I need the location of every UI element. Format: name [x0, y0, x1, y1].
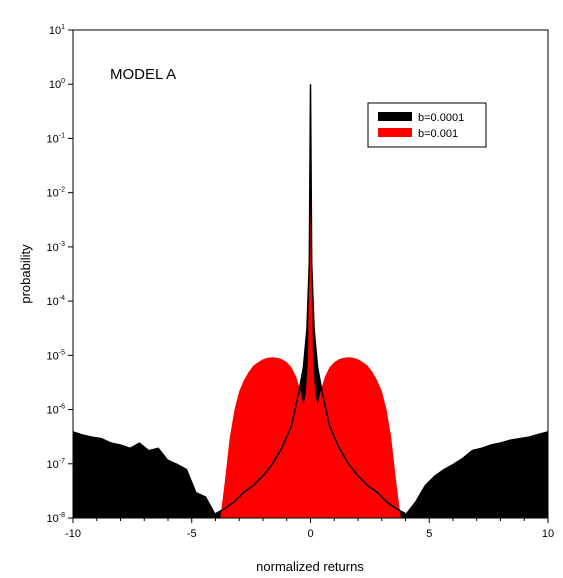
y-tick-label: 10-5: [47, 349, 66, 362]
y-axis: 101 100 10-1 10-2 10-3 10-4 10-5 10-6 10-7 10-8: [47, 24, 73, 525]
y-tick-label: 10-7: [47, 458, 66, 471]
y-tick-label: 100: [49, 78, 65, 91]
y-tick-label: 10-4: [47, 295, 66, 308]
series-line-b-0.0001: [215, 84, 406, 515]
legend-label-b-0.001: b=0.001: [418, 128, 458, 140]
x-tick-label: 0: [307, 528, 313, 540]
x-tick-label: -5: [187, 528, 197, 540]
series-area-b-0.001: [220, 84, 401, 518]
x-tick-label: 5: [426, 528, 432, 540]
y-tick-label: 10-8: [47, 512, 66, 525]
y-axis-title: probability: [18, 244, 33, 304]
x-axis-title: normalized returns: [256, 559, 364, 574]
legend-swatch-b-0.001: [378, 128, 412, 137]
legend-label-b-0.0001: b=0.0001: [418, 112, 464, 124]
legend-box: [367, 102, 487, 148]
x-tick-label: 10: [542, 528, 554, 540]
y-tick-label: 10-6: [47, 404, 66, 417]
series-layer: [73, 84, 548, 518]
model-annotation: MODEL A: [110, 66, 176, 83]
legend: b=0.0001 b=0.001: [367, 102, 487, 148]
x-tick-label: -10: [65, 528, 81, 540]
legend-swatch-b-0.0001: [378, 112, 412, 121]
x-axis: -10 -5 0 5 10: [65, 518, 554, 540]
y-tick-label: 10-3: [47, 241, 66, 254]
y-tick-label: 10-1: [47, 132, 66, 145]
y-tick-label: 10-2: [47, 187, 66, 200]
y-tick-label: 101: [49, 24, 65, 37]
